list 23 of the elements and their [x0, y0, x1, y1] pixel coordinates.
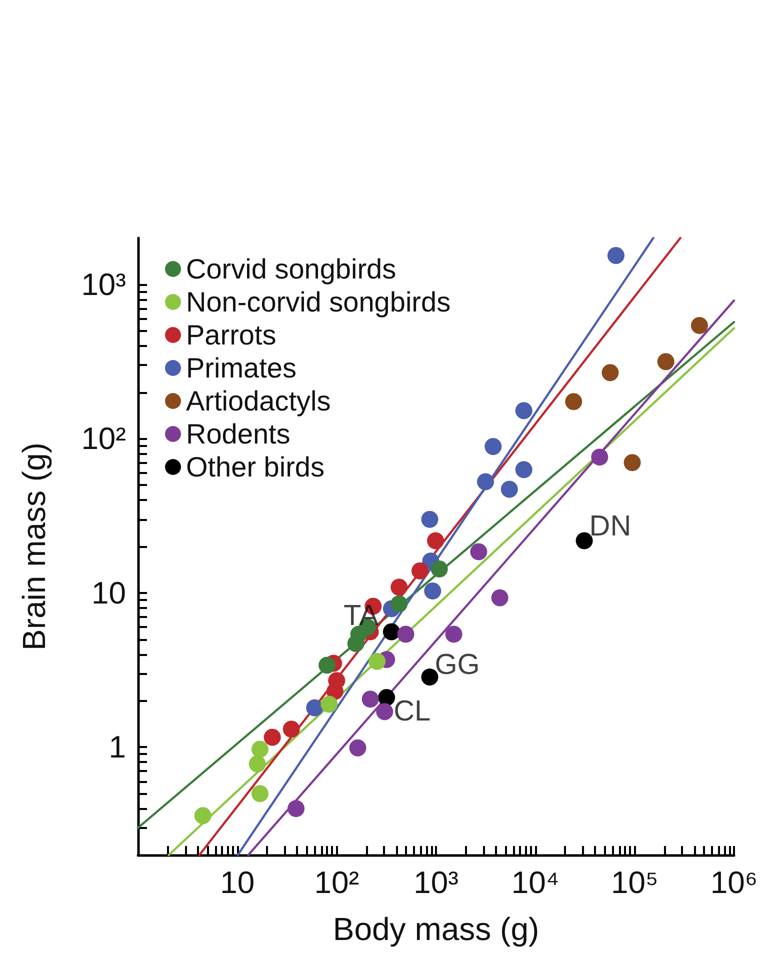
y-tick-label: 10³	[81, 266, 126, 302]
x-axis-title: Body mass (g)	[332, 911, 540, 947]
legend-label: Corvid songbirds	[186, 254, 396, 284]
legend-label: Artiodactyls	[186, 386, 331, 416]
legend-label: Rodents	[186, 418, 290, 450]
x-tick-label: 10	[220, 865, 255, 900]
annotation: TA	[344, 600, 380, 632]
x-tick-label: 10⁶	[710, 865, 758, 900]
legend-label: Primates	[186, 352, 296, 384]
x-tick-label: 10²	[314, 865, 360, 900]
legend-label: Non-corvid songbirds	[186, 286, 451, 318]
annotation: CL	[394, 695, 431, 728]
y-tick-label: 1	[108, 730, 126, 765]
annotation: DN	[589, 510, 632, 543]
y-tick-label: 10	[92, 575, 126, 610]
y-axis-title: Brain mass (g)	[16, 442, 52, 651]
legend-label: Other birds	[186, 452, 324, 482]
annotation: GG	[434, 649, 480, 682]
legend-label: Parrots	[186, 320, 276, 350]
x-tick-label: 10³	[414, 865, 458, 900]
x-tick-label: 10⁴	[511, 865, 560, 900]
x-tick-label: 10⁵	[610, 865, 658, 900]
y-tick-label: 10²	[81, 421, 126, 456]
